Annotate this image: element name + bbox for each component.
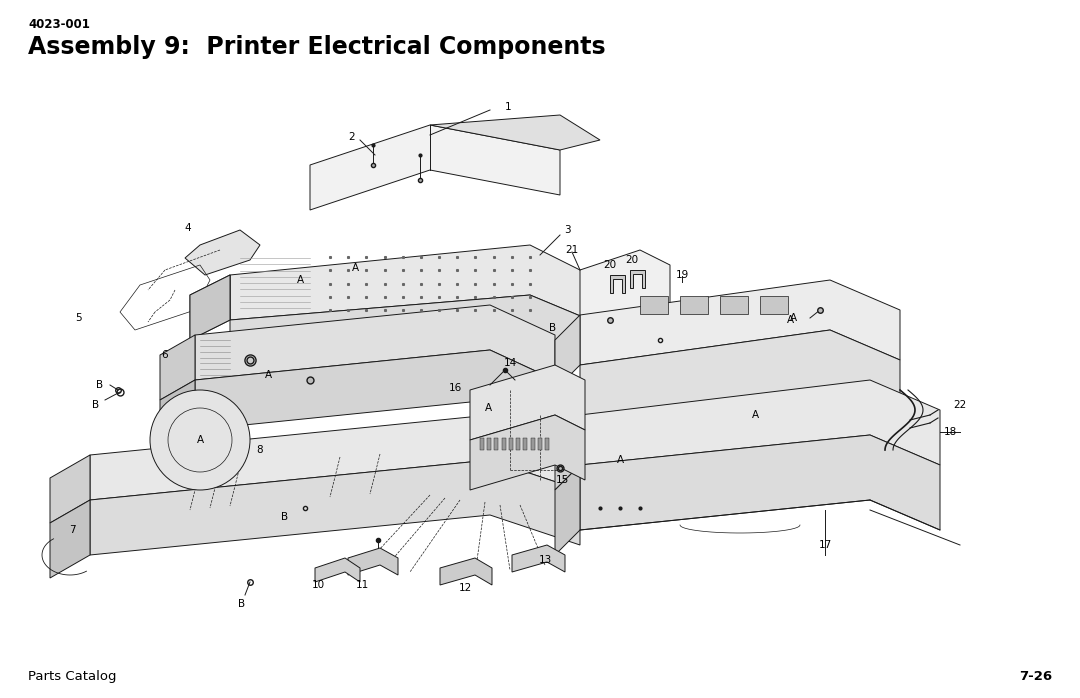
Polygon shape	[185, 230, 260, 275]
Polygon shape	[160, 335, 195, 400]
Polygon shape	[230, 245, 590, 320]
Text: A: A	[789, 313, 797, 323]
Polygon shape	[470, 415, 585, 490]
Text: 3: 3	[564, 225, 570, 235]
Text: B: B	[239, 599, 245, 609]
Bar	[760, 296, 788, 314]
Text: Assembly 9:  Printer Electrical Components: Assembly 9: Printer Electrical Component…	[28, 35, 606, 59]
Polygon shape	[440, 558, 492, 585]
Text: A: A	[617, 455, 623, 465]
Polygon shape	[580, 330, 900, 430]
Text: B: B	[93, 400, 99, 410]
Bar	[640, 296, 669, 314]
Polygon shape	[610, 275, 625, 293]
Polygon shape	[580, 380, 940, 465]
Text: 4: 4	[185, 223, 191, 233]
Text: A: A	[296, 275, 303, 285]
Text: Parts Catalog: Parts Catalog	[28, 670, 117, 683]
Circle shape	[150, 390, 249, 490]
Text: 17: 17	[819, 540, 832, 550]
Polygon shape	[348, 548, 399, 575]
Bar	[545, 438, 549, 450]
Polygon shape	[310, 125, 561, 210]
Text: A: A	[265, 370, 271, 380]
Polygon shape	[315, 558, 360, 582]
Polygon shape	[195, 305, 555, 380]
Polygon shape	[90, 415, 580, 500]
Text: 22: 22	[954, 400, 967, 410]
Polygon shape	[555, 415, 580, 490]
Polygon shape	[50, 500, 90, 578]
Text: 10: 10	[311, 580, 325, 590]
Text: B: B	[96, 380, 104, 390]
Polygon shape	[160, 380, 195, 450]
Polygon shape	[630, 270, 645, 288]
Text: 2: 2	[349, 132, 355, 142]
Text: A: A	[485, 403, 491, 413]
Polygon shape	[580, 250, 670, 335]
Polygon shape	[580, 435, 940, 530]
Polygon shape	[90, 460, 580, 555]
Polygon shape	[470, 365, 585, 440]
Text: B: B	[282, 512, 288, 522]
Text: 20: 20	[604, 260, 617, 270]
Text: 14: 14	[503, 358, 516, 368]
Bar	[524, 438, 527, 450]
Text: 12: 12	[458, 583, 472, 593]
Text: 19: 19	[675, 270, 689, 280]
Text: 11: 11	[355, 580, 368, 590]
Text: A: A	[197, 435, 203, 445]
Polygon shape	[50, 455, 90, 523]
Polygon shape	[555, 315, 580, 390]
Bar	[502, 438, 505, 450]
Bar	[538, 438, 542, 450]
Bar	[516, 438, 521, 450]
Polygon shape	[195, 350, 555, 430]
Text: 18: 18	[943, 427, 957, 437]
Text: B: B	[550, 323, 556, 333]
Text: A: A	[752, 410, 758, 420]
Bar	[509, 438, 513, 450]
Text: 13: 13	[538, 555, 552, 565]
Text: 7-26: 7-26	[1018, 670, 1052, 683]
Polygon shape	[555, 465, 580, 555]
Polygon shape	[190, 275, 230, 340]
Text: 1: 1	[504, 102, 511, 112]
Bar	[487, 438, 491, 450]
Polygon shape	[230, 295, 590, 370]
Text: 5: 5	[75, 313, 81, 323]
Polygon shape	[190, 275, 230, 340]
Text: 16: 16	[448, 383, 461, 393]
Text: 21: 21	[565, 245, 579, 255]
Text: 7: 7	[69, 525, 76, 535]
Text: 4023-001: 4023-001	[28, 18, 90, 31]
Text: A: A	[786, 315, 794, 325]
Polygon shape	[512, 545, 565, 572]
Bar	[480, 438, 484, 450]
Text: 6: 6	[162, 350, 168, 360]
Bar	[720, 296, 748, 314]
Text: 8: 8	[257, 445, 264, 455]
Text: 20: 20	[625, 255, 638, 265]
Bar	[530, 438, 535, 450]
Text: A: A	[351, 263, 359, 273]
Bar	[495, 438, 499, 450]
Polygon shape	[580, 280, 900, 365]
Polygon shape	[430, 115, 600, 150]
Bar	[680, 296, 708, 314]
Text: 15: 15	[555, 475, 569, 485]
